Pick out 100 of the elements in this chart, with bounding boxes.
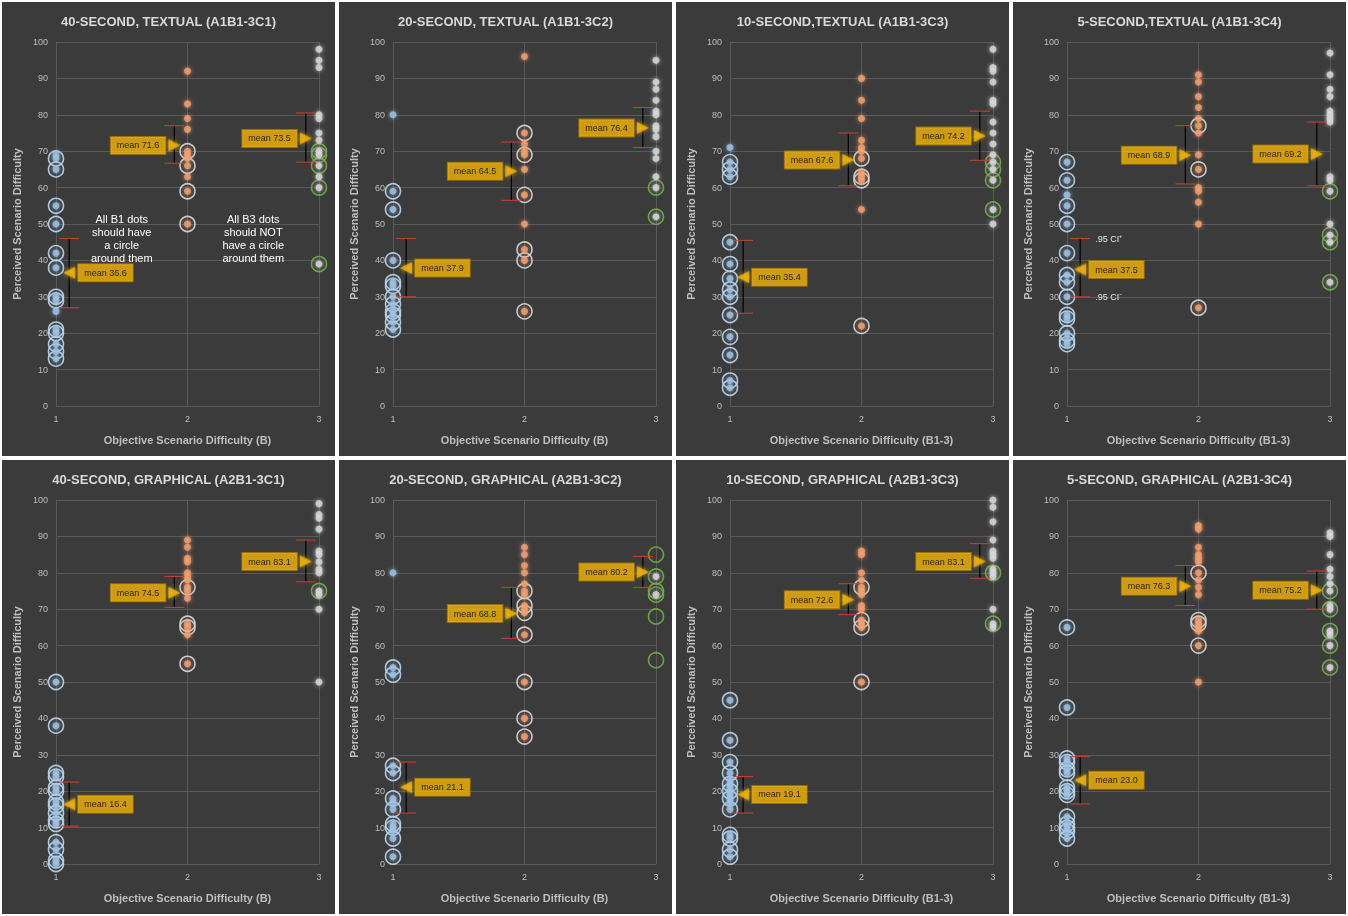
point [47, 768, 65, 785]
point [1058, 324, 1076, 342]
y-tick-label: 60 [374, 640, 385, 651]
point [310, 582, 328, 600]
point [184, 173, 191, 181]
point [1326, 93, 1334, 101]
point [47, 197, 65, 215]
y-axis-title: Perceived Scenario Difficulty [347, 605, 360, 758]
point [1190, 611, 1207, 629]
point [1058, 306, 1076, 324]
point [721, 270, 739, 287]
y-tick-label: 70 [711, 604, 722, 615]
y-tick-label: 80 [711, 567, 722, 578]
point [384, 252, 402, 269]
point [384, 303, 402, 320]
point [384, 313, 402, 331]
x-tick-label: 3 [990, 413, 996, 424]
point [721, 753, 739, 771]
point [721, 775, 739, 793]
point [384, 666, 402, 684]
point [47, 779, 65, 796]
point [47, 350, 65, 367]
y-tick-label: 70 [37, 146, 48, 157]
point [1058, 153, 1076, 171]
point [1321, 659, 1339, 676]
y-tick-label: 90 [374, 73, 385, 84]
chart-title: 40-SECOND, GRAPHICAL (A2B1-3C1) [52, 472, 285, 487]
point [384, 659, 402, 676]
y-tick-label: 10 [711, 364, 722, 375]
point [389, 111, 397, 119]
y-tick-label: 0 [716, 859, 722, 869]
point [1321, 582, 1339, 600]
x-tick-label: 1 [727, 871, 733, 882]
point [384, 273, 402, 291]
point [47, 343, 65, 360]
point [1179, 580, 1192, 593]
x-tick-label: 3 [653, 871, 659, 882]
point [384, 801, 402, 818]
point [47, 324, 65, 342]
x-tick-label: 2 [858, 413, 865, 424]
point [1058, 266, 1076, 284]
point [1195, 543, 1202, 551]
point [47, 852, 65, 869]
data-label: mean 83.1 [248, 556, 291, 567]
point [516, 597, 533, 614]
point [721, 255, 739, 273]
data-label: mean 37.5 [1095, 264, 1138, 275]
point [384, 764, 402, 782]
y-tick-label: 20 [37, 328, 48, 339]
point [184, 100, 191, 108]
point [721, 826, 739, 844]
point [1058, 786, 1076, 804]
point [521, 220, 528, 228]
point [721, 153, 739, 171]
point [652, 85, 660, 93]
point [842, 153, 855, 166]
point [516, 252, 533, 269]
point [652, 96, 660, 104]
point [315, 56, 323, 64]
y-axis-title: Perceived Scenario Difficulty [684, 147, 697, 300]
data-label: mean 80.2 [585, 567, 628, 578]
point [47, 782, 65, 800]
point [299, 132, 312, 145]
y-tick-label: 40 [1048, 713, 1059, 724]
y-tick-label: 100 [1043, 37, 1059, 47]
point [315, 500, 323, 508]
point [737, 788, 750, 801]
point [1195, 525, 1202, 533]
point [652, 111, 660, 119]
data-label: mean 35.4 [758, 272, 801, 283]
point [1310, 148, 1323, 161]
point [47, 833, 65, 851]
annotation: .95 CI⁻ [1095, 291, 1123, 302]
point [858, 551, 865, 559]
y-tick-label: 90 [374, 531, 385, 542]
annotation: All B1 dots should have a circle around them [90, 213, 153, 265]
y-tick-label: 40 [711, 713, 722, 724]
y-tick-label: 60 [711, 640, 722, 651]
data-label: mean 74.2 [922, 130, 965, 141]
point [1058, 699, 1076, 716]
point [516, 303, 533, 320]
point [721, 288, 739, 306]
point [721, 801, 739, 818]
x-tick-label: 3 [316, 871, 322, 882]
point [1190, 564, 1207, 582]
point [1195, 104, 1202, 112]
y-tick-label: 20 [711, 786, 722, 797]
point [521, 569, 528, 577]
y-tick-label: 80 [1048, 109, 1059, 120]
point [184, 125, 191, 133]
y-tick-label: 80 [374, 109, 385, 120]
point [1058, 172, 1076, 189]
point [726, 144, 734, 152]
y-tick-label: 60 [1048, 640, 1059, 651]
point [315, 605, 323, 613]
point [721, 691, 739, 709]
point [1058, 197, 1076, 215]
point [184, 576, 191, 584]
point [989, 45, 997, 53]
point [721, 346, 739, 364]
